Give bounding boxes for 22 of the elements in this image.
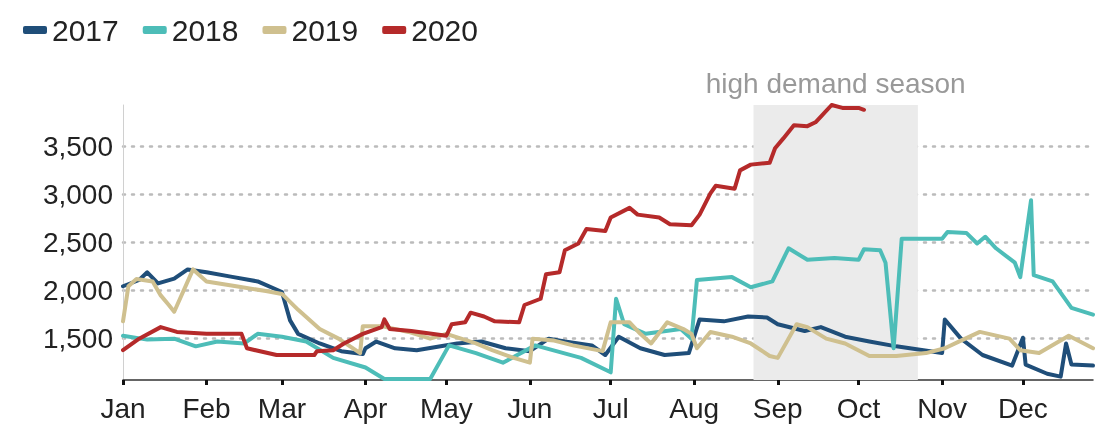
x-tick-label: Nov [917, 392, 968, 424]
x-tick-label: Feb [182, 392, 231, 424]
x-tick-label: Oct [836, 392, 881, 424]
x-tick-label: Jun [507, 392, 553, 424]
x-tick-label: Dec [998, 392, 1048, 424]
y-tick-label: 1,500 [42, 323, 113, 355]
x-tick-label: Apr [343, 392, 388, 424]
legend-label: 2018 [171, 13, 239, 47]
legend-label: 2019 [291, 13, 359, 47]
y-tick-label: 2,000 [42, 275, 113, 307]
legend-label: 2017 [52, 13, 119, 47]
x-tick-label: May [419, 392, 473, 424]
y-tick-label: 2,500 [42, 227, 113, 258]
band-label: high demand season [705, 67, 966, 99]
x-tick-label: Jan [100, 392, 146, 424]
x-tick-label: Jul [592, 392, 629, 424]
x-tick-label: Sep [752, 392, 803, 424]
y-tick-label: 3,000 [42, 178, 113, 210]
x-tick-label: Aug [669, 392, 720, 424]
x-tick-label: Mar [257, 392, 307, 424]
legend-label: 2020 [411, 13, 478, 47]
y-tick-label: 3,500 [42, 130, 113, 162]
